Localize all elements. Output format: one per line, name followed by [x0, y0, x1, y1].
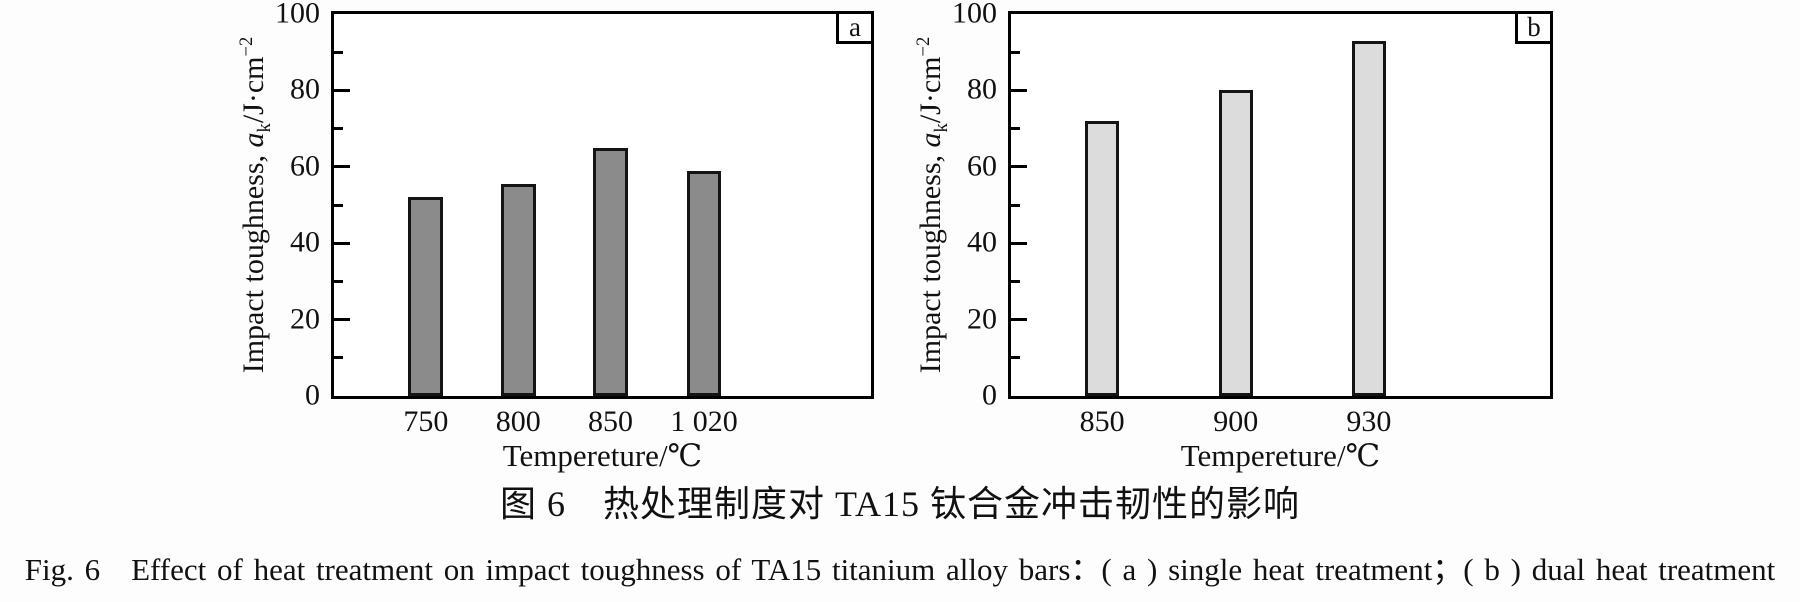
- y-tick-label: 80: [290, 72, 320, 106]
- bar-1020: [686, 170, 722, 396]
- y-minor-tick: [334, 203, 343, 207]
- y-tick-label: 40: [290, 225, 320, 259]
- y-tick-label: 20: [290, 301, 320, 335]
- caption-english: Fig. 6 Effect of heat treatment on impac…: [24, 552, 1776, 587]
- panel-label-box-a: a: [836, 11, 874, 44]
- chart-panel-a: Impact toughness, ak/J·cm−2 Tempereture/…: [236, 0, 874, 471]
- y-tick-label: 100: [952, 0, 997, 30]
- y-minor-tick: [334, 356, 343, 360]
- x-tick-label: 800: [495, 405, 541, 438]
- y-tick-label: 20: [967, 301, 997, 335]
- panel-label-box-b: b: [1515, 11, 1553, 44]
- y-minor-tick: [334, 50, 343, 54]
- y-axis-title-a: Impact toughness, ak/J·cm−2: [236, 36, 275, 374]
- y-major-tick: [1011, 88, 1027, 92]
- bar-930: [1351, 40, 1387, 396]
- x-axis-title-a: Tempereture/℃: [502, 438, 703, 473]
- y-major-tick: [1011, 318, 1027, 322]
- y-tick-label: 60: [290, 149, 320, 183]
- y-minor-tick: [1011, 203, 1020, 207]
- panel-label-b: b: [1527, 12, 1541, 42]
- y-tick-label: 0: [305, 378, 320, 412]
- x-tick-label: 930: [1346, 405, 1392, 438]
- y-major-tick: [1011, 241, 1027, 245]
- panel-label-a: a: [849, 12, 861, 42]
- x-tick-label: 750: [403, 405, 449, 438]
- y-major-tick: [334, 318, 350, 322]
- x-tick-label: 850: [1079, 405, 1125, 438]
- chart-panel-b: Impact toughness, ak/J·cm−2 Tempereture/…: [913, 0, 1553, 471]
- y-major-tick: [334, 88, 350, 92]
- bar-800: [500, 184, 536, 396]
- y-tick-label: 60: [967, 149, 997, 183]
- x-tick-label: 900: [1213, 405, 1259, 438]
- y-minor-tick: [1011, 279, 1020, 283]
- bar-850: [1084, 120, 1120, 396]
- y-minor-tick: [1011, 127, 1020, 131]
- y-tick-label: 40: [967, 225, 997, 259]
- x-tick-label: 850: [588, 405, 634, 438]
- y-major-tick: [334, 165, 350, 169]
- y-tick-label: 0: [982, 378, 997, 412]
- y-minor-tick: [1011, 50, 1020, 54]
- x-tick-label: 1 020: [670, 405, 738, 438]
- caption-chinese: 图 6 热处理制度对 TA15 钛合金冲击韧性的影响: [499, 484, 1301, 524]
- y-axis-title-b: Impact toughness, ak/J·cm−2: [913, 36, 952, 374]
- y-minor-tick: [334, 279, 343, 283]
- x-axis-title-b: Tempereture/℃: [1180, 438, 1381, 473]
- bar-750: [408, 197, 444, 396]
- y-minor-tick: [334, 127, 343, 131]
- bar-850: [593, 147, 628, 396]
- y-major-tick: [1011, 165, 1027, 169]
- y-tick-label: 80: [967, 72, 997, 106]
- y-major-tick: [334, 241, 350, 245]
- bar-900: [1218, 90, 1253, 396]
- y-tick-label: 100: [275, 0, 320, 30]
- y-minor-tick: [1011, 356, 1020, 360]
